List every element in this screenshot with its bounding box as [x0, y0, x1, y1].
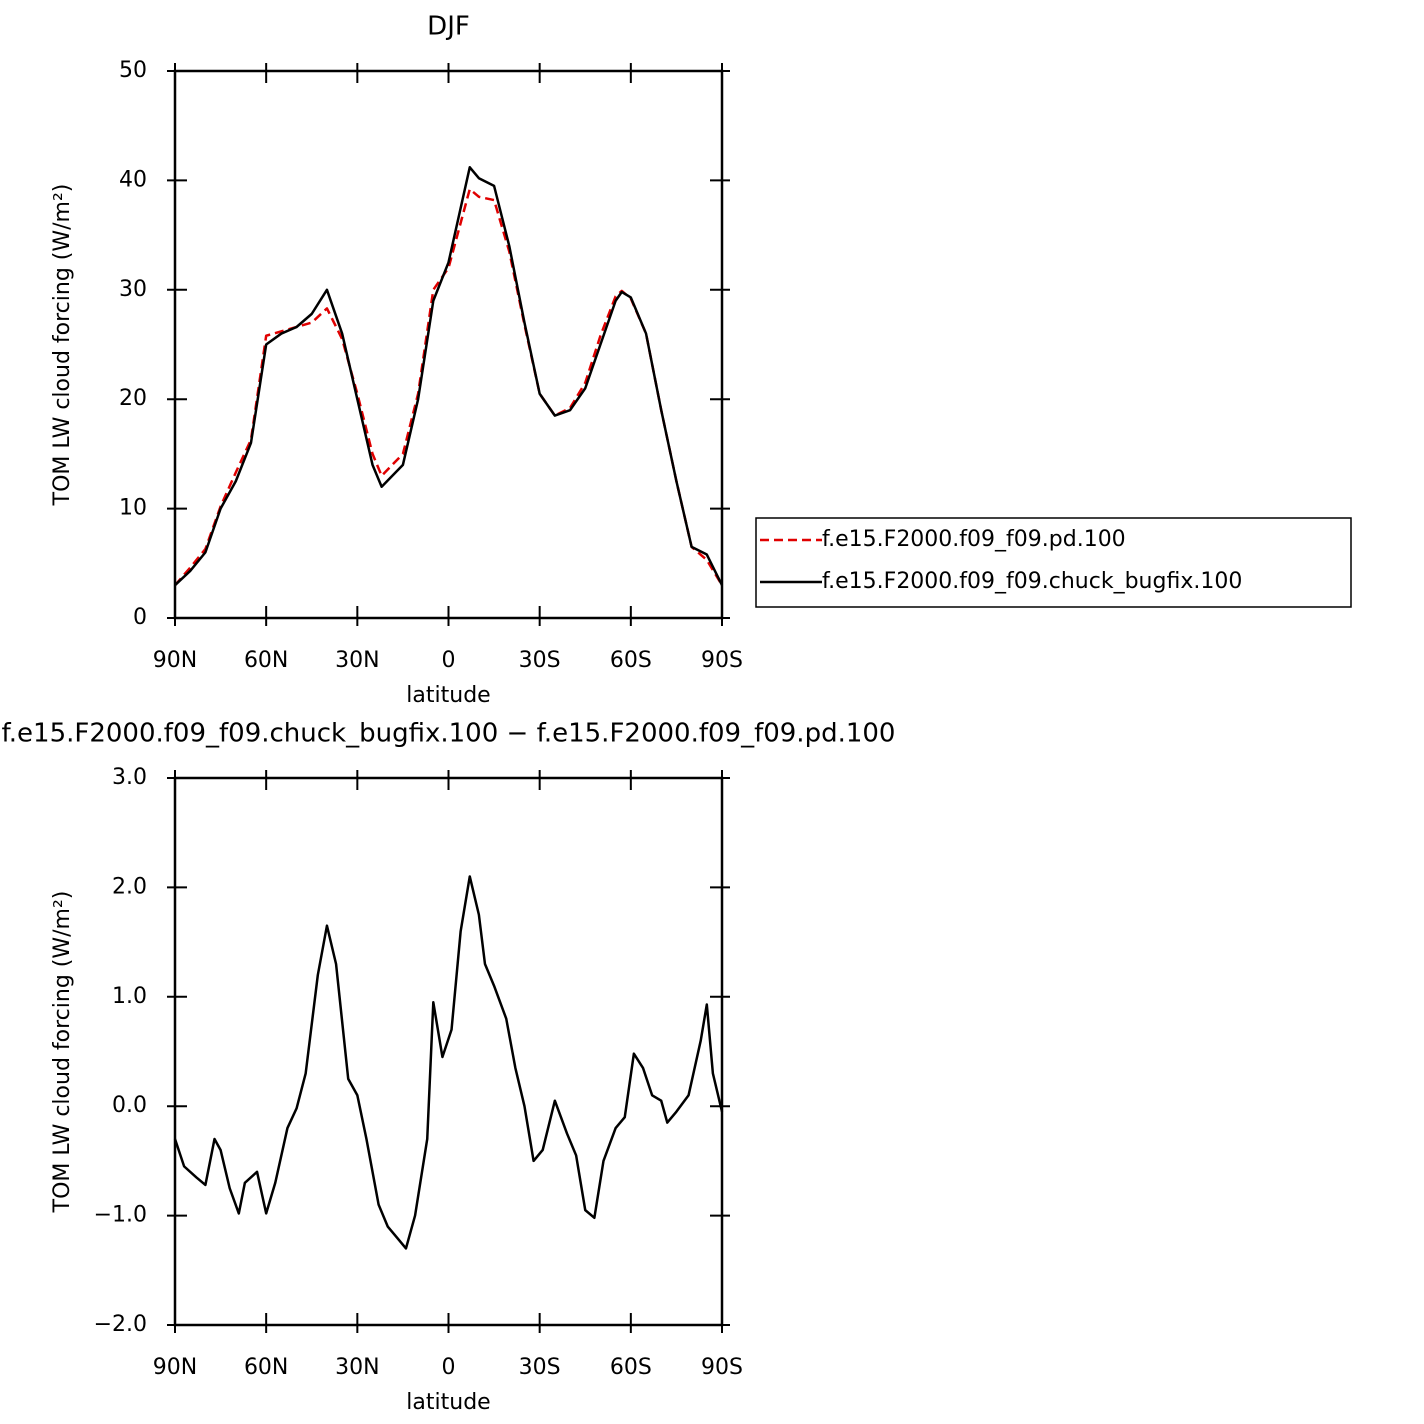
- x-tick-label: 90S: [701, 648, 743, 673]
- data-line: [174, 166, 724, 587]
- y-tick-label: 1.0: [112, 984, 147, 1009]
- y-tick-label: 10: [119, 496, 147, 521]
- y-tick-label: −1.0: [94, 1203, 147, 1228]
- x-tick-label: 90S: [701, 1355, 743, 1380]
- x-axis-label: latitude: [406, 683, 490, 708]
- x-tick-label: 0: [442, 1355, 456, 1380]
- x-tick-label: 60N: [244, 648, 288, 673]
- y-tick-label: 0: [133, 605, 147, 630]
- x-tick-label: 30N: [335, 648, 379, 673]
- plot-frame: [173, 776, 724, 1327]
- x-tick-label: 60S: [610, 648, 652, 673]
- legend-label: f.e15.F2000.f09_f09.pd.100: [822, 527, 1126, 552]
- x-axis-label: latitude: [406, 1390, 490, 1415]
- x-tick-label: 60N: [244, 1355, 288, 1380]
- x-tick-label: 60S: [610, 1355, 652, 1380]
- y-tick-label: 50: [119, 58, 147, 83]
- x-tick-label: 30S: [519, 1355, 561, 1380]
- y-tick-label: 2.0: [112, 874, 147, 899]
- chart-title: DJF: [427, 12, 470, 42]
- y-axis-label: TOM LW cloud forcing (W/m²): [50, 891, 75, 1214]
- y-tick-label: 40: [119, 167, 147, 192]
- plot-frame: [173, 69, 724, 620]
- y-tick-label: 30: [119, 277, 147, 302]
- y-tick-label: −2.0: [94, 1312, 147, 1337]
- y-axis-label: TOM LW cloud forcing (W/m²): [50, 184, 75, 507]
- legend-label: f.e15.F2000.f09_f09.chuck_bugfix.100: [822, 569, 1242, 594]
- data-line: [173, 875, 724, 1250]
- x-tick-label: 30N: [335, 1355, 379, 1380]
- x-tick-label: 0: [442, 648, 456, 673]
- chart-title: f.e15.F2000.f09_f09.chuck_bugfix.100 − f…: [2, 719, 896, 749]
- x-tick-label: 90N: [153, 648, 197, 673]
- y-tick-label: 3.0: [112, 765, 147, 790]
- data-line: [174, 187, 724, 586]
- y-tick-label: 20: [119, 386, 147, 411]
- x-tick-label: 30S: [519, 648, 561, 673]
- x-tick-label: 90N: [153, 1355, 197, 1380]
- legend-box: [755, 517, 1352, 608]
- y-tick-label: 0.0: [112, 1093, 147, 1118]
